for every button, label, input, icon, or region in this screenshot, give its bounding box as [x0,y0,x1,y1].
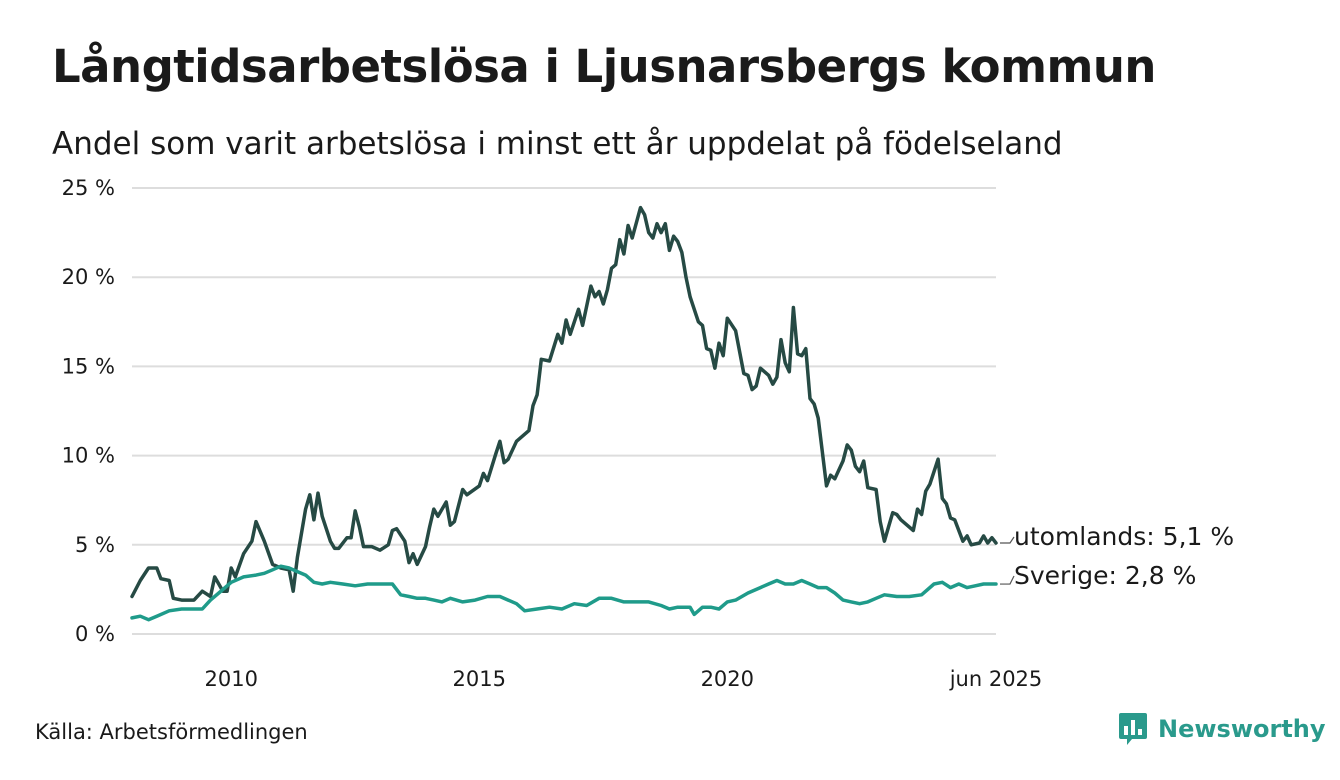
bar-chart-speech-bubble-icon [1119,713,1147,745]
source-note: Källa: Arbetsförmedlingen [35,720,308,744]
series-lines [130,205,998,622]
y-tick-label: 25 % [62,176,115,200]
series-line-utomlands [130,205,998,602]
x-tick-label: 2015 [453,667,506,691]
y-tick-label: 10 % [62,444,115,468]
leader-line [1000,575,1015,585]
x-axis: 2010 2015 2020 jun 2025 [204,667,1042,691]
brand-logo: Newsworthy [1118,712,1326,746]
series-line-sverige [130,564,998,622]
brand-name: Newsworthy [1158,715,1326,743]
series-end-labels: utomlands: 5,1 % Sverige: 2,8 % [1000,522,1234,590]
y-axis: 0 % 5 % 10 % 15 % 20 % 25 % [62,176,115,646]
chart-title: Långtidsarbetslösa i Ljusnarsbergs kommu… [52,40,1156,93]
y-tick-label: 15 % [62,354,115,378]
y-tick-label: 20 % [62,265,115,289]
series-end-label: Sverige: 2,8 % [1014,561,1196,590]
y-tick-label: 5 % [75,533,115,557]
x-tick-label: jun 2025 [949,667,1043,691]
x-tick-label: 2020 [701,667,754,691]
x-tick-label: 2010 [204,667,257,691]
chart-subtitle: Andel som varit arbetslösa i minst ett å… [52,126,1063,162]
leader-line [1000,536,1015,544]
y-tick-label: 0 % [75,622,115,646]
grid [132,187,996,635]
series-end-label: utomlands: 5,1 % [1014,522,1234,551]
